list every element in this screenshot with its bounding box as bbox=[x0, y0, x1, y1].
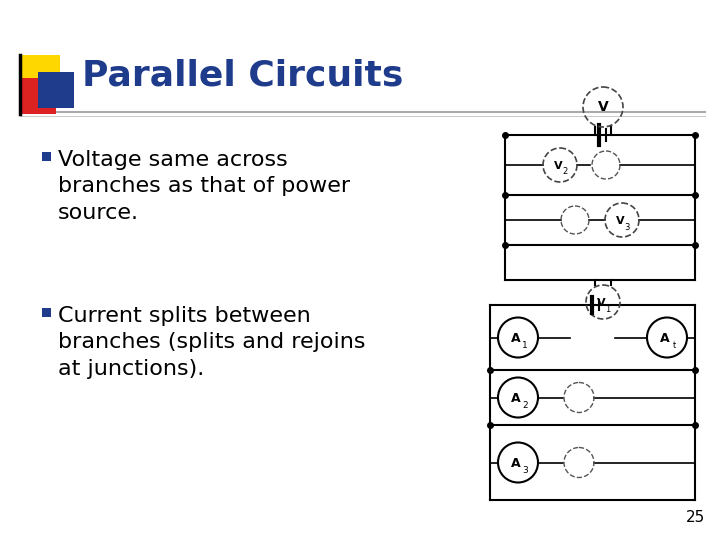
Text: 1: 1 bbox=[606, 305, 611, 314]
Text: 2: 2 bbox=[522, 401, 528, 410]
Circle shape bbox=[647, 318, 687, 357]
Text: 3: 3 bbox=[624, 222, 630, 232]
Bar bbox=[42, 152, 51, 161]
Text: V: V bbox=[554, 161, 562, 171]
Bar bbox=[20, 55, 60, 95]
Text: V: V bbox=[597, 298, 606, 308]
Circle shape bbox=[498, 318, 538, 357]
Text: 1: 1 bbox=[522, 341, 528, 350]
Circle shape bbox=[498, 377, 538, 417]
Text: t: t bbox=[672, 341, 675, 350]
Text: Voltage same across
branches as that of power
source.: Voltage same across branches as that of … bbox=[58, 150, 350, 223]
Text: 25: 25 bbox=[685, 510, 705, 525]
Text: A: A bbox=[511, 392, 521, 405]
Text: 3: 3 bbox=[522, 466, 528, 475]
Circle shape bbox=[498, 442, 538, 483]
Text: A: A bbox=[511, 457, 521, 470]
Text: V: V bbox=[598, 100, 608, 114]
Bar bbox=[20, 78, 56, 114]
Text: V: V bbox=[616, 216, 624, 226]
Bar bbox=[42, 308, 51, 317]
Bar bbox=[38, 72, 74, 108]
Text: A: A bbox=[511, 332, 521, 345]
Text: Parallel Circuits: Parallel Circuits bbox=[82, 59, 403, 93]
Text: A: A bbox=[660, 332, 670, 345]
Text: 2: 2 bbox=[562, 167, 567, 177]
Text: Current splits between
branches (splits and rejoins
at junctions).: Current splits between branches (splits … bbox=[58, 306, 366, 379]
